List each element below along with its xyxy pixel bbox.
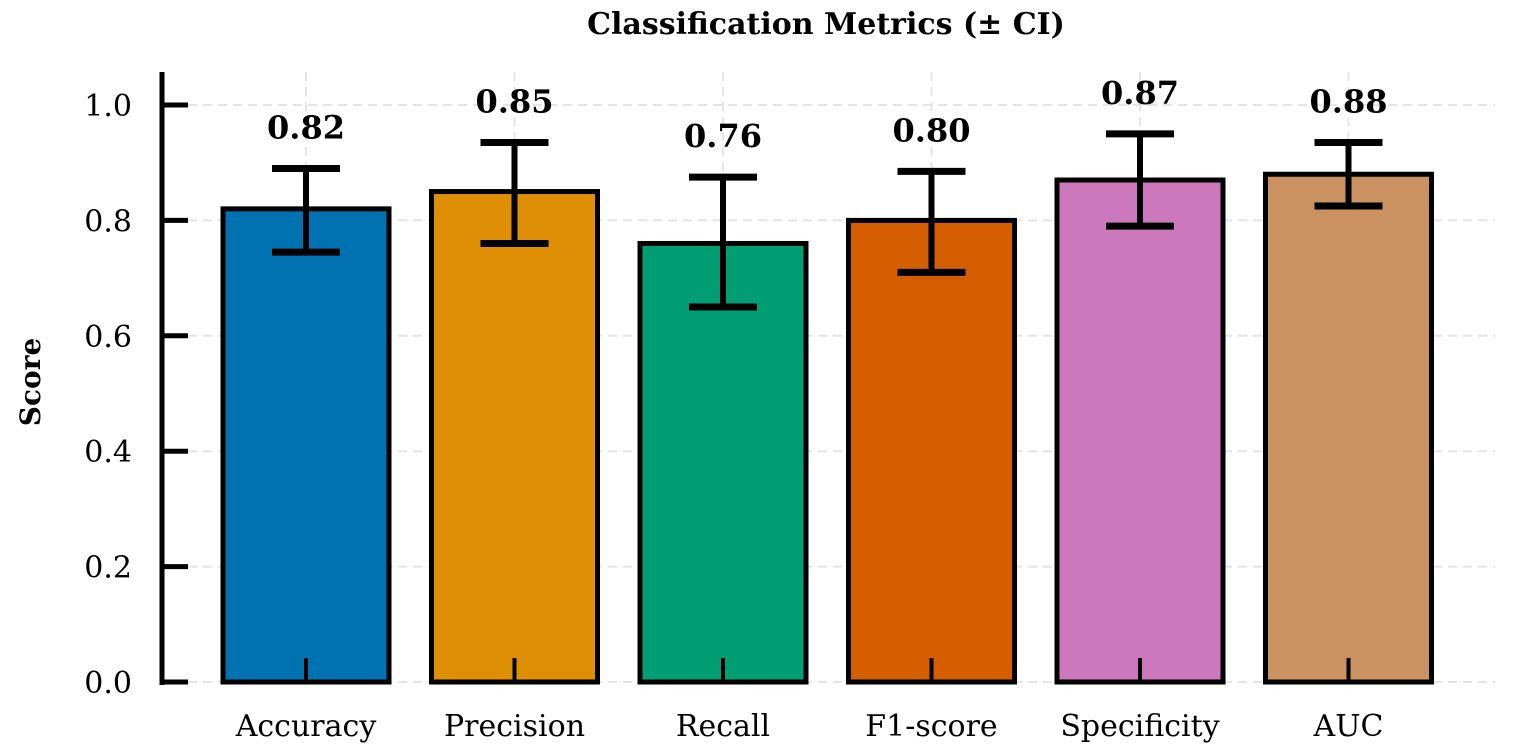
bar — [1054, 177, 1226, 685]
bars-layer — [220, 171, 1434, 685]
axes-layer — [159, 72, 1351, 685]
x-tick-label: Accuracy — [235, 709, 377, 744]
y-tick-label: 0.0 — [84, 666, 132, 701]
bar — [846, 217, 1017, 685]
y-tick-label: 0.8 — [84, 204, 132, 239]
bar — [220, 206, 392, 685]
x-tick-label: Precision — [444, 709, 585, 744]
labels-layer: 0.0 0.2 0.4 0.6 0.8 1.0 Accuracy Precision Recal… — [84, 74, 1387, 744]
x-tick-label: Specificity — [1060, 709, 1219, 744]
value-label: 0.80 — [893, 111, 971, 149]
y-tick-label: 1.0 — [84, 89, 132, 124]
bar — [1263, 171, 1434, 685]
value-label: 0.87 — [1101, 74, 1179, 112]
x-tick-label: Recall — [676, 709, 770, 744]
value-label: 0.85 — [476, 83, 554, 121]
y-axis-label: Score — [14, 338, 47, 427]
value-label: 0.88 — [1310, 83, 1388, 121]
y-tick-label: 0.4 — [84, 435, 132, 470]
errorbars-layer — [272, 130, 1383, 311]
x-tick-label: AUC — [1313, 709, 1384, 744]
value-label: 0.76 — [684, 117, 762, 155]
value-label: 0.82 — [267, 108, 345, 146]
bar — [429, 189, 600, 685]
x-tick-label: F1-score — [865, 709, 997, 744]
chart-title: Classification Metrics (± CI) — [587, 7, 1065, 42]
y-tick-label: 0.2 — [84, 551, 132, 586]
y-tick-label: 0.6 — [84, 320, 132, 355]
